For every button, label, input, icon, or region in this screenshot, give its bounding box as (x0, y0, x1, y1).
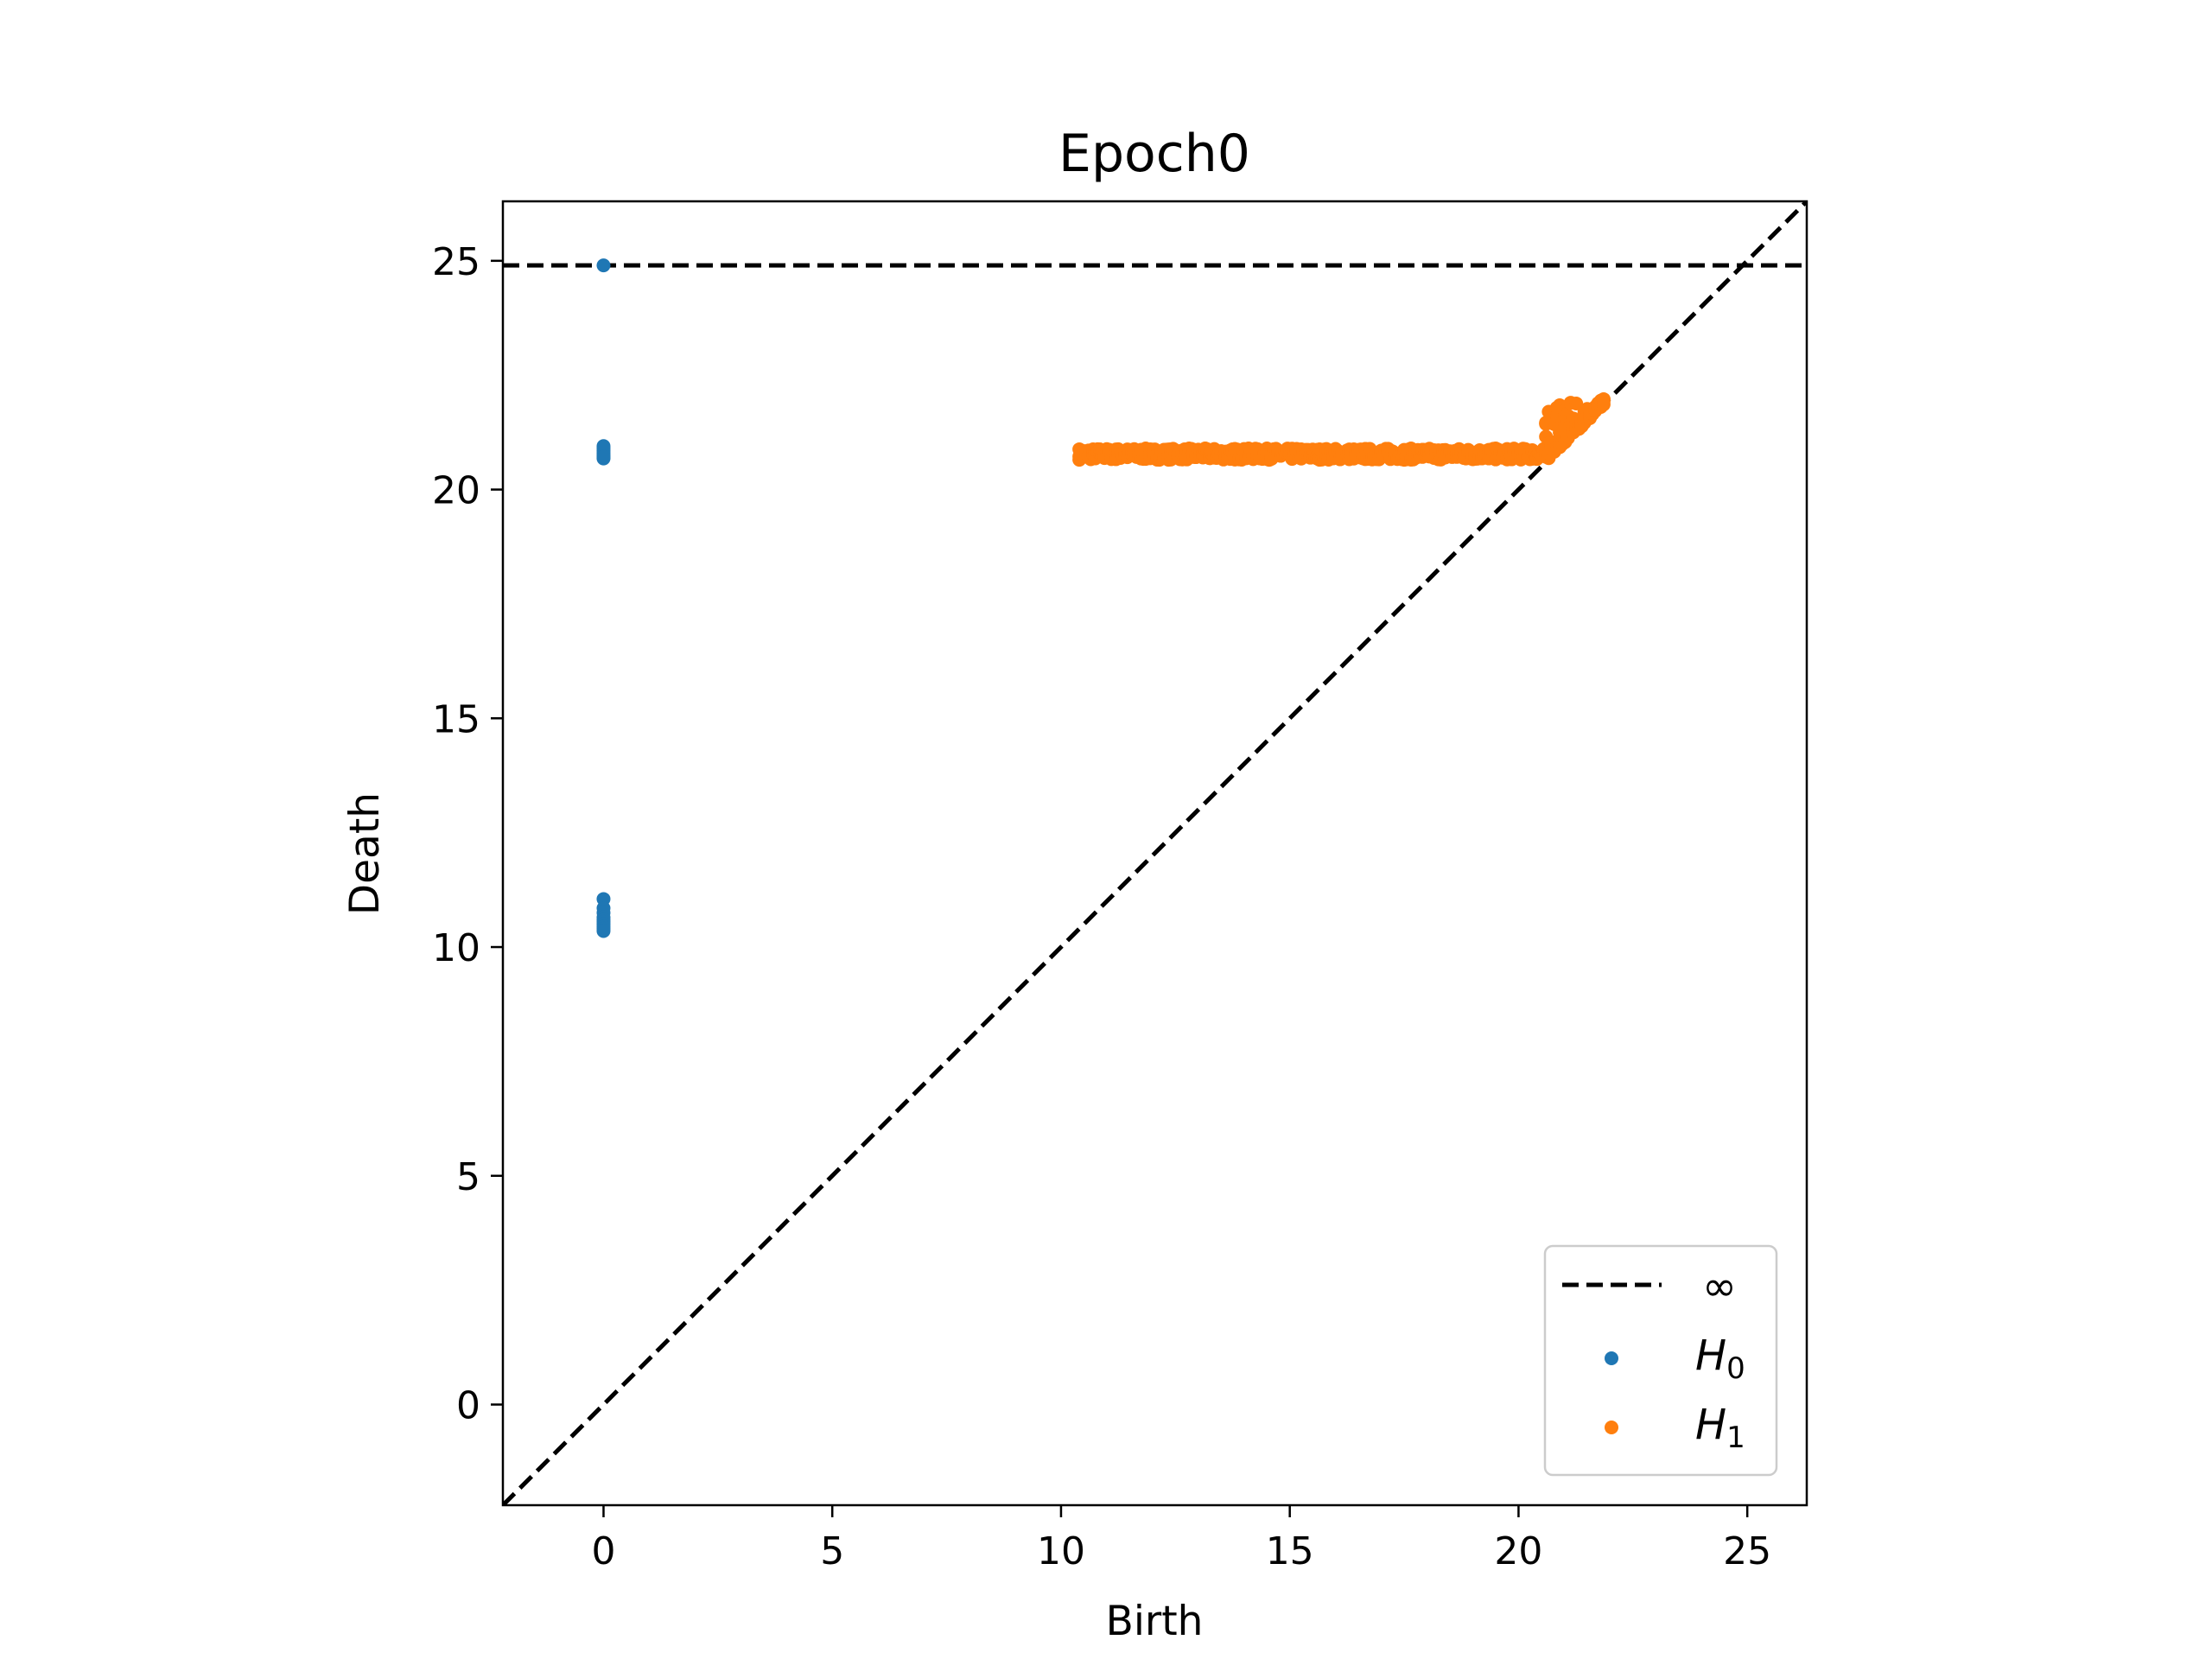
legend-h1-label: H1 (1695, 1401, 1745, 1455)
legend-infinity-label: ∞ (1702, 1262, 1737, 1311)
legend-h0-name: H (1695, 1332, 1726, 1380)
x-tick-label: 20 (1494, 1529, 1542, 1573)
plot-area (501, 200, 1808, 1507)
h0-points (596, 258, 611, 938)
h0-point (596, 924, 611, 938)
legend-h1-marker (1605, 1421, 1618, 1434)
h0-point (596, 449, 611, 464)
legend-h0-subscript: 0 (1726, 1351, 1745, 1386)
h1-point (1596, 397, 1611, 412)
x-tick-label: 15 (1266, 1529, 1314, 1573)
legend-h0-label: H0 (1695, 1332, 1745, 1386)
legend-frame (1543, 1244, 1778, 1477)
legend: ∞ H0 H1 (1543, 1244, 1778, 1477)
x-tick-label: 25 (1723, 1529, 1771, 1573)
x-tick-label: 0 (591, 1529, 615, 1573)
y-tick-label: 20 (432, 469, 480, 513)
chart-title: Epoch0 (1058, 124, 1250, 184)
x-axis: 0 5 10 15 20 25 (591, 1505, 1771, 1573)
legend-h1-name: H (1695, 1401, 1726, 1449)
y-axis-label: Death (341, 792, 389, 915)
plot-frame (501, 200, 1808, 1507)
h0-point (596, 439, 611, 454)
x-tick-label: 5 (820, 1529, 844, 1573)
y-tick-label: 25 (432, 240, 480, 284)
y-axis: 0 5 10 15 20 25 (432, 240, 503, 1428)
legend-h1-subscript: 1 (1726, 1421, 1745, 1455)
h1-points (1072, 391, 1611, 467)
legend-h0-marker (1605, 1351, 1618, 1365)
h1-point (1569, 396, 1584, 410)
x-tick-label: 10 (1037, 1529, 1085, 1573)
y-tick-label: 0 (456, 1384, 480, 1428)
y-tick-label: 5 (456, 1155, 480, 1199)
y-tick-label: 15 (432, 697, 480, 741)
x-axis-label: Birth (1106, 1598, 1204, 1645)
y-tick-label: 10 (432, 926, 480, 970)
plot-contents (503, 201, 1807, 1505)
h0-point (596, 258, 611, 273)
